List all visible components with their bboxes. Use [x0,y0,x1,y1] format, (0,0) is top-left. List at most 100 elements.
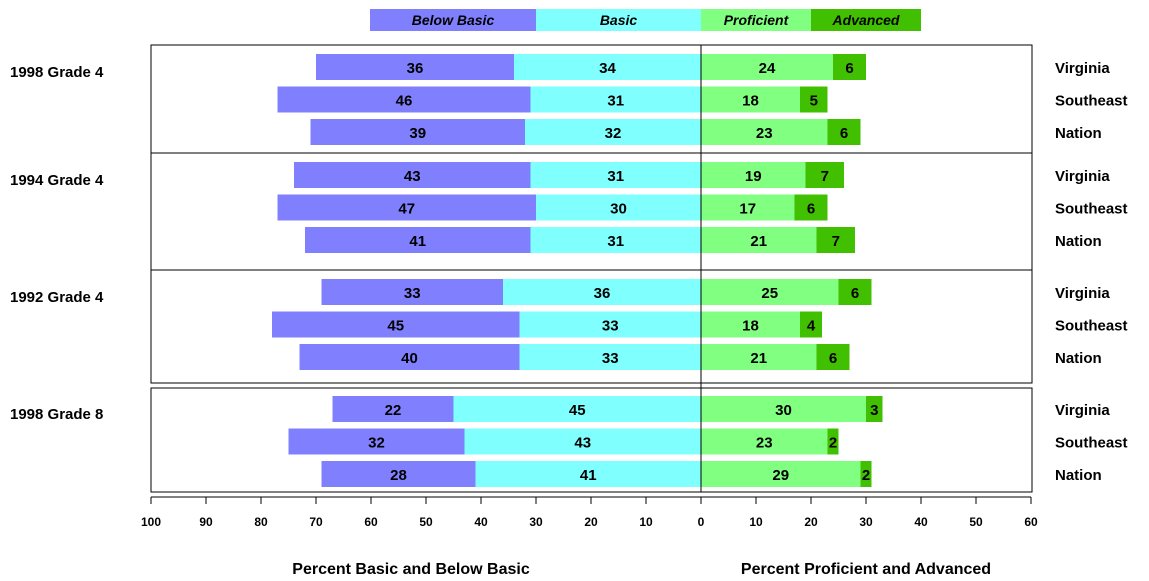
row-label: Nation [1055,233,1102,250]
legend-swatch-basic [536,9,701,31]
x-axis-label-right: Percent Proficient and Advanced [741,561,991,578]
bar-advanced-label: 6 [851,285,859,302]
row-label: Virginia [1055,60,1110,77]
bar-below-basic [294,162,531,188]
bar-below-basic [310,119,525,145]
bar-basic-label: 33 [602,318,619,335]
bar-proficient-label: 19 [745,168,762,185]
bar-proficient-label: 17 [739,201,756,218]
bar-proficient [701,227,817,253]
bar-basic-label: 34 [599,60,616,77]
legend-label-below-basic: Below Basic [412,12,495,28]
bar-proficient [701,279,839,305]
bar-basic-label: 43 [574,435,591,452]
bar-basic [530,86,701,113]
bar-basic [464,428,701,455]
bar-basic-label: 41 [580,467,597,484]
bar-below-basic [277,194,536,221]
x-tick-label: 40 [474,515,488,529]
bar-advanced [827,119,861,145]
bar-advanced [860,461,872,487]
x-tick-label: 30 [529,515,543,529]
bar-below-basic-label: 43 [404,168,421,185]
bar-proficient [701,461,861,487]
bar-advanced-label: 6 [807,201,815,218]
bar-below-basic [305,227,531,253]
x-tick-label: 50 [969,515,983,529]
bar-proficient-label: 25 [761,285,778,302]
x-axis: 100 90 80 70 60 50 40 30 20 10 0 10 20 30 40 50 60Percen… [141,496,1038,578]
x-tick-label: 90 [199,515,213,529]
x-tick-label: 40 [914,515,928,529]
bar-basic-label: 45 [569,402,586,419]
bar-below-basic [299,344,520,370]
x-tick-label: 30 [859,515,873,529]
bar-below-basic [288,428,465,455]
bar-proficient-label: 18 [742,93,759,110]
x-tick-label: 20 [584,515,598,529]
bar-basic [475,461,701,487]
bar-advanced [816,344,850,370]
bar-advanced-label: 2 [829,435,837,452]
bar-advanced-label: 3 [870,402,878,419]
bar-advanced [805,162,844,188]
legend-label-proficient: Proficient [724,12,790,28]
bar-advanced [800,311,822,338]
x-tick-label: 10 [639,515,653,529]
group-label: 1992 Grade 4 [10,289,104,306]
bar-advanced [833,54,866,80]
bar-advanced-label: 7 [832,233,840,250]
bar-basic [519,344,701,370]
bar-basic-label: 30 [610,201,627,218]
x-tick-label: 70 [309,515,323,529]
bar-basic-label: 36 [594,285,611,302]
plot-frames [150,44,1033,493]
bar-proficient-label: 23 [756,435,773,452]
x-tick-label: 10 [749,515,763,529]
plot-frame-upper [150,44,1033,384]
bar-below-basic [277,86,531,113]
group-label: 1998 Grade 8 [10,406,103,423]
bar-proficient-label: 30 [775,402,792,419]
bar-proficient [701,396,866,422]
row-label: Nation [1055,350,1102,367]
bar-proficient [701,311,800,338]
bar-advanced [816,227,855,253]
bar-below-basic-label: 41 [409,233,426,250]
bar-basic [530,227,701,253]
bar-proficient-label: 21 [750,350,767,367]
bar-basic [519,311,701,338]
bar-proficient [701,428,828,455]
group-label: 1994 Grade 4 [10,172,104,189]
bar-below-basic [332,396,454,422]
bar-below-basic-label: 28 [390,467,407,484]
bar-below-basic [272,311,520,338]
bars: 36 34 24 646 31 18 539 32 23 643 31 19 747 30 17 641 31 2… [272,54,883,487]
bar-proficient [701,162,806,188]
bar-basic-label: 31 [607,168,624,185]
group-label: 1998 Grade 4 [10,64,104,81]
x-tick-label: 100 [141,515,161,529]
legend-label-advanced: Advanced [832,12,900,28]
row-label: Virginia [1055,285,1110,302]
bar-advanced [800,86,828,113]
x-axis-label-left: Percent Basic and Below Basic [292,561,530,578]
row-label: Nation [1055,125,1102,142]
row-label: Virginia [1055,402,1110,419]
bar-proficient [701,119,828,145]
bar-proficient-label: 29 [772,467,789,484]
bar-below-basic [321,279,503,305]
bar-basic [536,194,701,221]
legend-swatch-proficient [701,9,811,31]
bar-advanced-label: 5 [810,93,818,110]
bar-proficient-label: 24 [759,60,776,77]
plot-frame-lower [150,387,1033,493]
bar-proficient [701,194,795,221]
row-label: Southeast [1055,201,1128,218]
bar-proficient-label: 18 [742,318,759,335]
bar-advanced-label: 7 [821,168,829,185]
legend-swatch-advanced [811,9,921,31]
bar-below-basic-label: 46 [396,93,413,110]
bar-advanced [866,396,883,422]
